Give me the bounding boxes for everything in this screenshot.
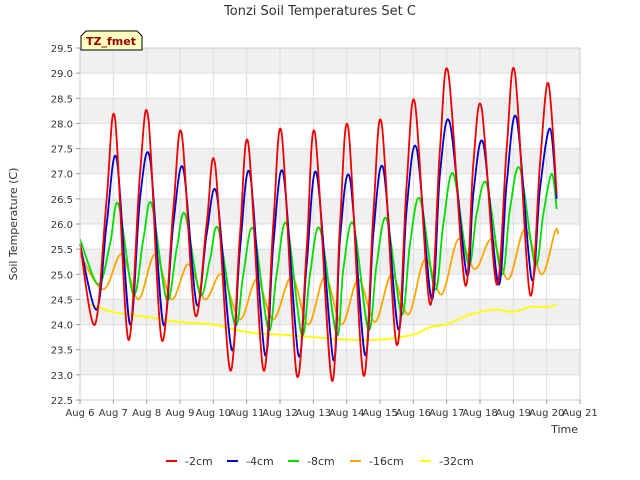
plot-band <box>80 148 580 174</box>
legend-label: -32cm <box>439 455 474 468</box>
y-tick-label: 23.5 <box>51 346 73 357</box>
y-tick-label: 29.5 <box>51 44 73 55</box>
y-tick-label: 27.0 <box>51 170 73 181</box>
series-line-32cmcm <box>89 303 557 342</box>
x-tick-label: Aug 8 <box>132 408 161 419</box>
series-lines <box>79 66 560 382</box>
y-tick-label: 25.5 <box>51 245 73 256</box>
legend: -2cm -4cm -8cm -16cm -32cm <box>166 455 474 468</box>
badge-box <box>80 30 143 51</box>
y-axis-ticks: 22.5 23.0 23.5 24.0 24.5 25.0 25.5 26.0 26.5 27.0… <box>51 44 80 407</box>
y-tick-label: 26.5 <box>51 195 73 206</box>
x-tick-label: Aug 18 <box>462 408 497 419</box>
x-tick-label: Aug 14 <box>329 408 364 419</box>
x-tick-label: Aug 21 <box>562 408 597 419</box>
y-tick-label: 23.0 <box>51 371 73 382</box>
x-tick-label: Aug 19 <box>496 408 531 419</box>
x-tick-label: Aug 10 <box>196 408 231 419</box>
legend-label: -8cm <box>307 455 335 468</box>
x-tick-label: Aug 11 <box>229 408 264 419</box>
chart-title: Tonzi Soil Temperatures Set C <box>223 4 416 19</box>
x-tick-label: Aug 16 <box>396 408 431 419</box>
series-line-8cmcm <box>79 166 558 337</box>
y-tick-label: 28.5 <box>51 94 73 105</box>
x-tick-label: Aug 20 <box>529 408 564 419</box>
y-tick-label: 29.0 <box>51 69 73 80</box>
site-badge: TZ_fmet <box>80 30 143 51</box>
plot-band <box>80 48 580 74</box>
x-tick-label: Aug 12 <box>262 408 297 419</box>
x-axis-label: Time <box>550 423 578 436</box>
y-tick-label: 26.0 <box>51 220 73 231</box>
x-tick-label: Aug 6 <box>65 408 94 419</box>
y-tick-label: 24.5 <box>51 295 73 306</box>
y-tick-label: 22.5 <box>51 396 73 407</box>
plot-band <box>80 198 580 224</box>
y-tick-label: 25.0 <box>51 270 73 281</box>
badge-label: TZ_fmet <box>86 35 136 48</box>
series-line-2cmcm <box>79 66 558 382</box>
y-tick-label: 27.5 <box>51 145 73 156</box>
x-tick-label: Aug 17 <box>429 408 464 419</box>
legend-label: -4cm <box>246 455 274 468</box>
legend-label: -16cm <box>369 455 404 468</box>
y-tick-label: 28.0 <box>51 119 73 130</box>
plot-band <box>80 98 580 124</box>
x-tick-label: Aug 9 <box>165 408 194 419</box>
x-tick-label: Aug 15 <box>362 408 397 419</box>
y-tick-label: 24.0 <box>51 321 73 332</box>
x-tick-label: Aug 13 <box>296 408 331 419</box>
legend-label: -2cm <box>185 455 213 468</box>
y-axis-label: Soil Temperature (C) <box>7 168 20 281</box>
x-tick-label: Aug 7 <box>99 408 128 419</box>
